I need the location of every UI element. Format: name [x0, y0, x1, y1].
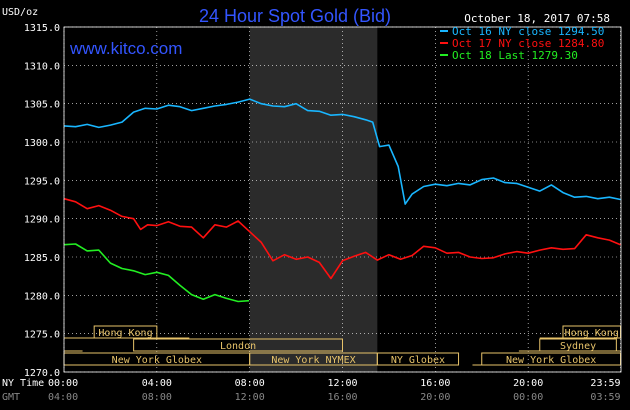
x-tick-label-gmt: 16:00 — [327, 392, 357, 403]
session-label: Hong Kong — [98, 328, 152, 339]
y-tick-label: 1315.0 — [24, 23, 60, 34]
legend-entry: Oct 17 NY close 1284.80 — [452, 37, 604, 50]
x-tick-label-gmt: 20:00 — [420, 392, 450, 403]
session-box — [376, 352, 460, 366]
x-axis-row-label-gmt: GMT — [2, 392, 20, 403]
timestamp: October 18, 2017 07:58 — [464, 12, 610, 25]
y-tick-label: 1300.0 — [24, 138, 60, 149]
x-tick-label-ny: 12:00 — [327, 378, 357, 389]
session-box — [481, 352, 622, 366]
session-box — [133, 338, 343, 352]
y-tick-label: 1295.0 — [24, 176, 60, 187]
session-box — [539, 338, 617, 352]
x-tick-label-ny: 04:00 — [142, 378, 172, 389]
y-tick-label: 1290.0 — [24, 215, 60, 226]
x-tick-label-ny: 20:00 — [513, 378, 543, 389]
x-tick-label-ny: 16:00 — [420, 378, 450, 389]
plot-frame — [63, 26, 622, 373]
y-tick-label: 1280.0 — [24, 291, 60, 302]
session-box — [562, 325, 622, 339]
y-tick-label: 1310.0 — [24, 61, 60, 72]
chart-title: 24 Hour Spot Gold (Bid) — [199, 6, 391, 26]
x-tick-label-ny: 00:00 — [48, 378, 78, 389]
series-line — [63, 197, 621, 280]
x-tick-label-ny: 23:59 — [590, 378, 620, 389]
y-tick-label: 1270.0 — [24, 368, 60, 379]
session-label: New York NYMEX — [271, 355, 355, 366]
x-axis-row-label-ny: NY Time — [2, 378, 44, 389]
session-label: New York Globex — [112, 355, 202, 366]
x-tick-label-gmt: 04:00 — [48, 392, 78, 403]
x-tick-label-ny: 08:00 — [235, 378, 265, 389]
x-tick-label-gmt: 00:00 — [513, 392, 543, 403]
x-tick-label-gmt: 08:00 — [142, 392, 172, 403]
session-label: Sydney — [560, 341, 596, 352]
nymex-session-shade — [249, 27, 378, 372]
session-label: New York Globex — [506, 355, 596, 366]
legend-entry: Oct 16 NY close 1294.50 — [452, 25, 604, 38]
x-tick-label-gmt: 12:00 — [235, 392, 265, 403]
series-line — [63, 243, 250, 303]
watermark: www.kitco.com — [69, 39, 182, 58]
session-label: London — [220, 341, 256, 352]
y-tick-label: 1305.0 — [24, 100, 60, 111]
legend-entry: Oct 18 Last 1279.30 — [452, 49, 578, 62]
session-box — [93, 325, 158, 339]
session-label: Hong Kong — [565, 328, 619, 339]
x-tick-label-gmt: 03:59 — [590, 392, 620, 403]
y-tick-label: 1275.0 — [24, 330, 60, 341]
session-label: NY Globex — [391, 355, 445, 366]
y-tick-label: 1285.0 — [24, 253, 60, 264]
unit-label: USD/oz — [2, 7, 38, 18]
series-line — [63, 98, 621, 205]
